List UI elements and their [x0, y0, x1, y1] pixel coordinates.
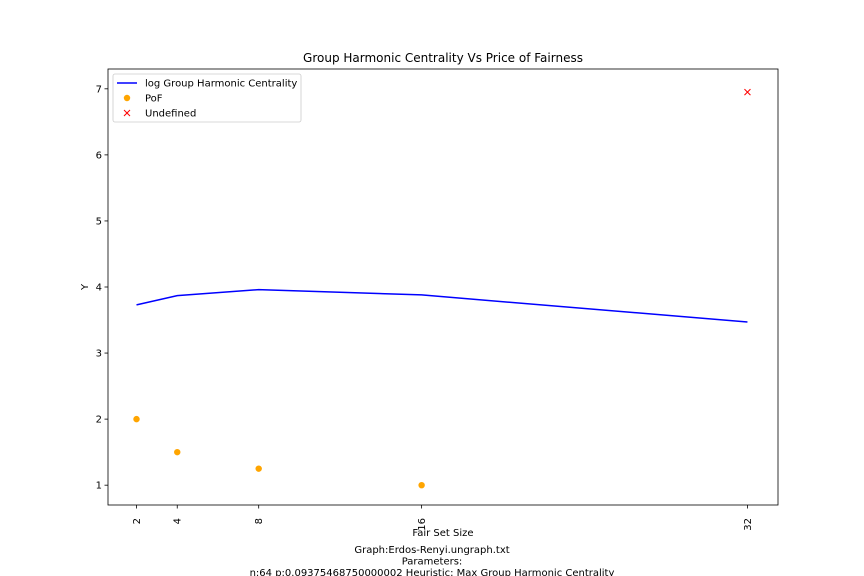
y-tick-label: 2 [96, 415, 102, 426]
legend-label: PoF [145, 94, 163, 105]
pof-point [418, 481, 425, 489]
undefined-marker [744, 88, 751, 96]
undefined-marker-stroke [744, 88, 751, 96]
caption-line: Graph:Erdos-Renyi.ungraph.txt [354, 545, 509, 556]
x-tick-label: 16 [417, 518, 428, 531]
series-line-log-group-harmonic-centrality [136, 288, 748, 323]
plot-marks [133, 88, 751, 489]
legend: log Group Harmonic Centrality PoF Undefine… [112, 73, 302, 123]
pof-point [133, 415, 140, 423]
legend-x-swatch [123, 109, 131, 117]
x-tick-label: 2 [132, 518, 143, 524]
y-tick-label: 4 [96, 283, 102, 294]
y-tick-label: 1 [96, 481, 102, 492]
y-axis: 1 2 3 4 5 6 7 [96, 84, 108, 492]
legend-dot-swatch [123, 94, 131, 102]
legend-x-stroke [123, 109, 131, 117]
y-tick-label: 6 [96, 150, 102, 161]
pof-point [255, 465, 262, 472]
caption: Graph:Erdos-Renyi.ungraph.txtParameters:… [250, 545, 615, 576]
caption-line: n:64 p:0.09375468750000002 Heuristic: Ma… [250, 568, 615, 576]
caption-line: Parameters: [402, 557, 463, 568]
x-axis: 2 4 8 16 32 [132, 505, 754, 531]
legend-label: Undefined [145, 109, 196, 120]
legend-box [112, 73, 302, 123]
legend-label: log Group Harmonic Centrality [145, 79, 297, 90]
y-tick-label: 5 [96, 216, 102, 227]
x-tick-label: 8 [254, 518, 265, 524]
pof-point [174, 448, 181, 456]
x-tick-label: 32 [743, 518, 754, 531]
x-tick-label: 4 [173, 518, 184, 524]
y-axis-title: Y [80, 283, 91, 291]
y-tick-label: 3 [96, 349, 102, 360]
y-tick-label: 7 [96, 84, 102, 95]
x-axis-title: Fair Set Size [412, 528, 473, 539]
chart-title: Group Harmonic Centrality Vs Price of Fa… [303, 51, 583, 65]
